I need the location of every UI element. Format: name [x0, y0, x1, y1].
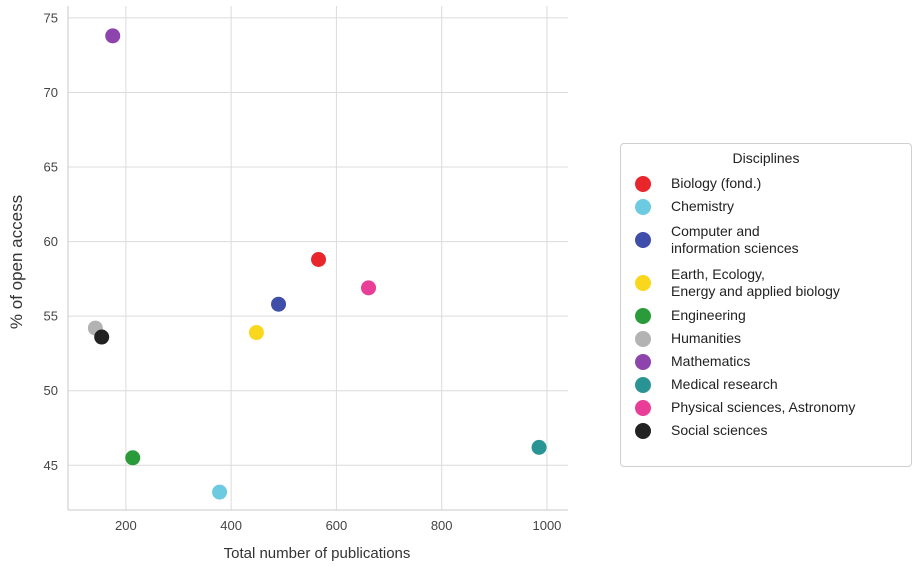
y-axis-label: % of open access: [7, 195, 26, 329]
legend-title: Disciplines: [732, 150, 800, 166]
legend-swatch: [635, 330, 651, 347]
legend-swatch: [635, 376, 651, 393]
y-tick-label: 50: [44, 383, 58, 398]
y-tick-label: 55: [44, 309, 58, 324]
legend-label: Humanities: [671, 330, 742, 346]
data-point: [212, 484, 228, 500]
data-point: [105, 28, 121, 44]
data-point: [248, 325, 264, 341]
y-tick-label: 65: [44, 160, 58, 175]
legend-item: Computer and information sciences: [621, 218, 911, 261]
legend-swatch: [635, 175, 651, 192]
legend-item: Chemistry: [621, 195, 911, 218]
y-tick-label: 75: [44, 10, 58, 25]
data-point: [531, 439, 547, 455]
legend: Disciplines Biology (fond.) Chemistry Comp…: [620, 143, 912, 467]
data-point: [311, 251, 327, 267]
legend-label: Computer and information sciences: [671, 222, 799, 256]
axes: 200 400 600 800 1000 45 50 55 60 65 70 75: [44, 6, 568, 533]
legend-label: Social sciences: [671, 422, 768, 438]
x-tick-label: 200: [115, 518, 137, 533]
legend-swatch: [635, 274, 651, 291]
legend-list: Biology (fond.) Chemistry Computer and inf…: [621, 172, 911, 442]
legend-item: Medical research: [621, 373, 911, 396]
legend-label: Chemistry: [671, 198, 735, 214]
x-tick-label: 400: [220, 518, 242, 533]
x-tick-label: 1000: [532, 518, 561, 533]
legend-label: Biology (fond.): [671, 175, 762, 191]
legend-item: Mathematics: [621, 350, 911, 373]
y-tick-label: 60: [44, 234, 58, 249]
legend-item: Humanities: [621, 327, 911, 350]
legend-swatch: [635, 399, 651, 416]
data-point: [125, 450, 141, 466]
legend-label: Mathematics: [671, 353, 751, 369]
x-tick-label: 600: [326, 518, 348, 533]
legend-item: Physical sciences, Astronomy: [621, 396, 911, 419]
legend-swatch: [635, 231, 651, 248]
legend-swatch: [635, 307, 651, 324]
legend-item: Social sciences: [621, 419, 911, 442]
legend-item: Earth, Ecology, Energy and applied biolo…: [621, 261, 911, 304]
legend-label: Engineering: [671, 307, 746, 323]
legend-label: Medical research: [671, 376, 778, 392]
y-tick-label: 45: [44, 458, 58, 473]
data-point: [94, 329, 110, 345]
data-point: [361, 280, 377, 296]
legend-label: Physical sciences, Astronomy: [671, 399, 856, 415]
legend-item: Biology (fond.): [621, 172, 911, 195]
legend-item: Engineering: [621, 304, 911, 327]
x-tick-label: 800: [431, 518, 453, 533]
grid-lines: [68, 6, 568, 510]
data-point: [271, 296, 287, 312]
legend-swatch: [635, 422, 651, 439]
legend-label: Earth, Ecology, Energy and applied biolo…: [671, 265, 840, 299]
x-axis-label: Total number of publications: [224, 545, 411, 562]
data-points: [87, 28, 547, 500]
y-tick-label: 70: [44, 85, 58, 100]
legend-swatch: [635, 198, 651, 215]
legend-swatch: [635, 353, 651, 370]
